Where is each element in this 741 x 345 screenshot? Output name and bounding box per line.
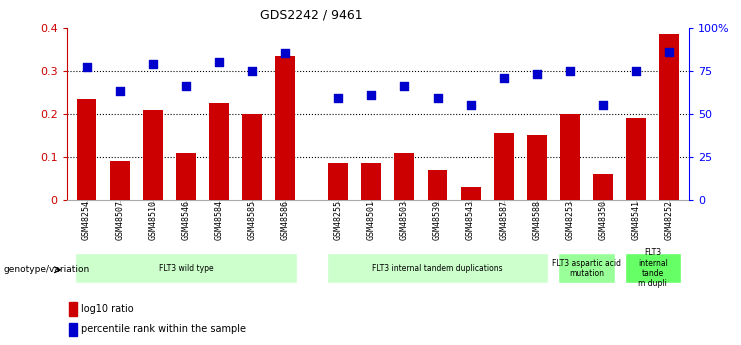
Point: [180, 83, 192, 89]
Bar: [560, 114, 580, 200]
FancyBboxPatch shape: [625, 254, 681, 283]
Bar: [428, 170, 448, 200]
Text: GSM48253: GSM48253: [565, 200, 574, 240]
Text: GDS2242 / 9461: GDS2242 / 9461: [260, 9, 362, 22]
Bar: [176, 152, 196, 200]
Bar: [362, 164, 381, 200]
Point: [431, 96, 443, 101]
Point: [332, 96, 344, 101]
Text: FLT3
internal
tande
m dupli: FLT3 internal tande m dupli: [638, 248, 668, 288]
Bar: [626, 118, 646, 200]
FancyBboxPatch shape: [75, 254, 297, 283]
Point: [213, 59, 225, 65]
Point: [246, 68, 258, 73]
Text: GSM48584: GSM48584: [214, 200, 224, 240]
Text: GSM48539: GSM48539: [433, 200, 442, 240]
Text: FLT3 wild type: FLT3 wild type: [159, 264, 213, 273]
Bar: [593, 174, 613, 200]
Text: GSM48252: GSM48252: [665, 200, 674, 240]
Text: GSM48546: GSM48546: [182, 200, 190, 240]
Point: [399, 83, 411, 89]
FancyBboxPatch shape: [559, 254, 614, 283]
Point: [365, 92, 377, 98]
Bar: [659, 34, 679, 200]
Text: log10 ratio: log10 ratio: [82, 304, 134, 314]
Point: [663, 49, 675, 55]
Text: GSM48587: GSM48587: [499, 200, 508, 240]
Bar: [69, 323, 77, 336]
Point: [564, 68, 576, 73]
Point: [597, 102, 609, 108]
Point: [498, 75, 510, 80]
Bar: [461, 187, 481, 200]
Text: GSM48503: GSM48503: [400, 200, 409, 240]
Bar: [275, 56, 295, 200]
Bar: [209, 103, 229, 200]
Text: FLT3 aspartic acid
mutation: FLT3 aspartic acid mutation: [552, 258, 621, 278]
Text: percentile rank within the sample: percentile rank within the sample: [82, 324, 246, 334]
Text: GSM48507: GSM48507: [115, 200, 124, 240]
Bar: [110, 161, 130, 200]
Text: GSM48255: GSM48255: [333, 200, 342, 240]
Text: GSM48588: GSM48588: [532, 200, 542, 240]
Bar: [76, 99, 96, 200]
Bar: [143, 110, 163, 200]
Point: [279, 51, 291, 56]
Bar: [394, 152, 414, 200]
Point: [113, 89, 125, 94]
Text: GSM48254: GSM48254: [82, 200, 91, 240]
Text: GSM48510: GSM48510: [148, 200, 157, 240]
Point: [147, 61, 159, 67]
Text: GSM48350: GSM48350: [599, 200, 608, 240]
Text: GSM48585: GSM48585: [247, 200, 256, 240]
Text: genotype/variation: genotype/variation: [4, 265, 90, 274]
Text: GSM48541: GSM48541: [631, 200, 641, 240]
Text: GSM48501: GSM48501: [367, 200, 376, 240]
Point: [531, 71, 542, 77]
Point: [81, 65, 93, 70]
Point: [465, 102, 476, 108]
Point: [631, 68, 642, 73]
Text: FLT3 internal tandem duplications: FLT3 internal tandem duplications: [372, 264, 503, 273]
Bar: [494, 133, 514, 200]
Bar: [242, 114, 262, 200]
Text: GSM48586: GSM48586: [281, 200, 290, 240]
Bar: [527, 136, 547, 200]
Bar: [69, 302, 77, 316]
Bar: [328, 164, 348, 200]
FancyBboxPatch shape: [327, 254, 548, 283]
Text: GSM48543: GSM48543: [466, 200, 475, 240]
